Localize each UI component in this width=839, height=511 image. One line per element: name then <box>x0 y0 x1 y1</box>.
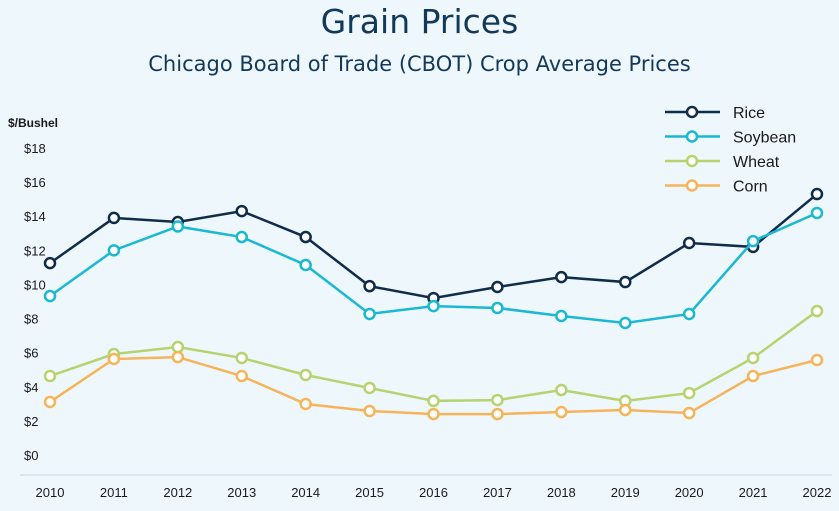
data-point <box>746 234 760 248</box>
data-point <box>43 256 57 270</box>
data-point <box>491 301 504 315</box>
data-point <box>363 404 376 418</box>
y-tick-label: $6 <box>24 346 38 361</box>
data-point <box>299 230 312 244</box>
x-tick-label: 2020 <box>675 485 704 500</box>
y-tick-label: $18 <box>24 141 46 156</box>
data-point <box>746 369 760 383</box>
legend-marker <box>685 130 699 143</box>
series-rice <box>43 187 824 305</box>
x-tick-label: 2012 <box>163 485 192 500</box>
data-point <box>555 405 568 419</box>
legend-item: Wheat <box>665 154 780 171</box>
legend-label: Wheat <box>733 154 780 171</box>
legend-label: Soybean <box>733 130 796 147</box>
data-point <box>363 381 376 395</box>
data-point <box>43 369 57 383</box>
series-corn <box>43 350 824 421</box>
legend-label: Rice <box>733 105 765 122</box>
y-tick-label: $16 <box>24 175 46 190</box>
chart-title: Grain Prices <box>320 2 519 41</box>
x-tick-label: 2017 <box>483 485 512 500</box>
chart-subtitle: Chicago Board of Trade (CBOT) Crop Avera… <box>148 52 691 76</box>
data-point <box>171 220 185 233</box>
y-tick-label: $0 <box>24 448 38 463</box>
series-soybean <box>43 206 824 330</box>
x-tick-label: 2014 <box>291 485 320 500</box>
legend-item: Soybean <box>665 130 796 147</box>
data-point <box>682 386 696 400</box>
data-point <box>810 206 824 220</box>
data-point <box>682 236 696 250</box>
legend-marker <box>685 154 699 168</box>
data-point <box>171 350 185 364</box>
data-point <box>235 204 248 218</box>
data-point <box>427 394 440 408</box>
data-point <box>43 289 57 303</box>
data-point <box>555 270 568 284</box>
data-point <box>107 352 121 366</box>
data-point <box>810 304 824 318</box>
legend-marker <box>685 179 699 192</box>
legend-marker <box>685 105 699 119</box>
data-point <box>619 403 632 417</box>
series-line <box>49 310 818 403</box>
data-point <box>619 275 632 289</box>
x-tick-label: 2018 <box>547 485 576 500</box>
data-point <box>299 397 312 411</box>
y-tick-label: $14 <box>24 209 46 224</box>
x-tick-label: 2011 <box>100 485 128 500</box>
series-wheat <box>43 304 824 408</box>
x-tick-label: 2022 <box>803 485 832 500</box>
data-point <box>491 393 504 407</box>
y-tick-label: $10 <box>24 277 46 292</box>
y-tick-label: $2 <box>24 414 38 429</box>
x-tick-label: 2016 <box>419 485 448 500</box>
data-point <box>427 299 440 313</box>
data-point <box>491 280 504 294</box>
x-tick-label: 2021 <box>739 485 768 500</box>
data-point <box>235 351 248 365</box>
data-point <box>363 307 376 321</box>
series-line <box>49 193 818 300</box>
y-tick-label: $4 <box>24 380 38 395</box>
x-tick-label: 2010 <box>36 485 65 500</box>
data-point <box>171 340 185 354</box>
data-point <box>235 369 248 383</box>
data-point <box>107 244 121 257</box>
data-point <box>619 316 632 330</box>
x-tick-label: 2019 <box>611 485 640 500</box>
legend-label: Corn <box>733 179 768 196</box>
data-point <box>810 353 824 367</box>
data-point <box>682 406 696 420</box>
data-point <box>363 279 376 293</box>
data-point <box>746 351 760 365</box>
x-tick-label: 2013 <box>227 485 256 500</box>
legend-item: Corn <box>665 179 768 196</box>
data-point <box>810 187 824 201</box>
data-point <box>427 407 440 421</box>
data-point <box>107 211 121 225</box>
y-tick-label: $12 <box>24 243 46 258</box>
legend-item: Rice <box>665 105 765 122</box>
data-point <box>555 309 568 323</box>
data-point <box>299 258 312 272</box>
data-point <box>555 383 568 397</box>
data-point <box>43 395 57 409</box>
data-point <box>299 368 312 382</box>
data-point <box>491 407 504 421</box>
x-tick-label: 2015 <box>355 485 384 500</box>
y-tick-label: $8 <box>24 312 38 327</box>
y-axis-label: $/Bushel <box>8 116 58 130</box>
data-point <box>235 230 248 244</box>
data-point <box>682 307 696 321</box>
